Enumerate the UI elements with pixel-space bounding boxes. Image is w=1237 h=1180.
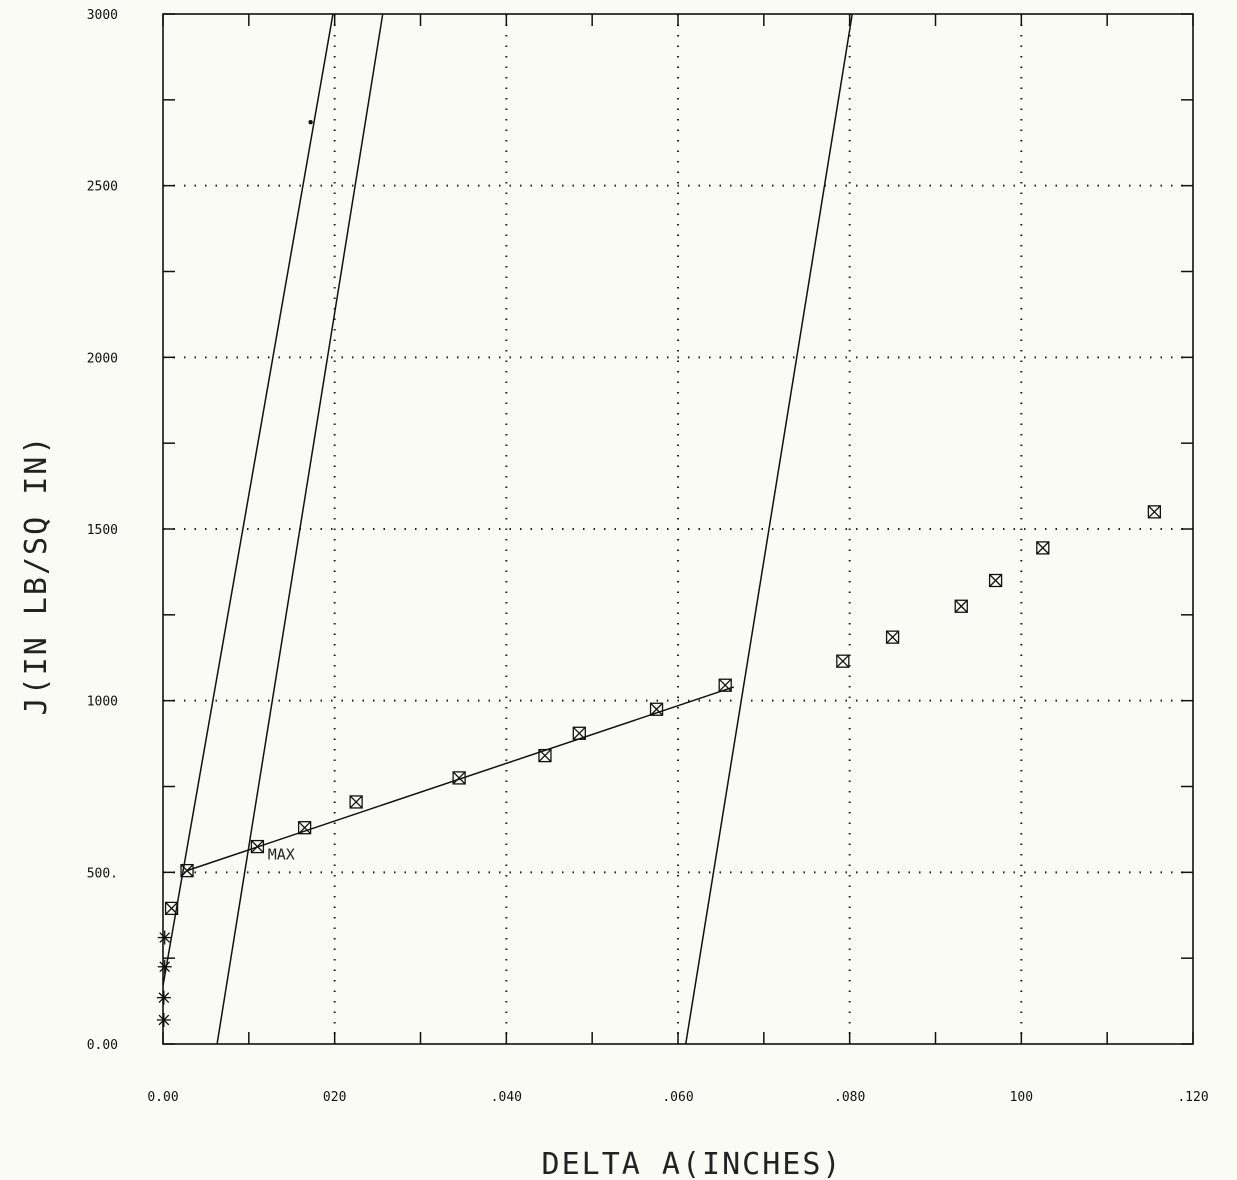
boxed-x-point bbox=[452, 771, 466, 785]
marker-box bbox=[250, 839, 265, 854]
boxed-x-point bbox=[572, 726, 586, 740]
max-annotation: MAX bbox=[268, 845, 295, 863]
marker-cross bbox=[298, 821, 312, 835]
marker-box bbox=[452, 771, 466, 785]
boxed-x-point bbox=[988, 573, 1003, 588]
boxed-x-point bbox=[349, 795, 363, 809]
y-tick-label: 1000 bbox=[87, 695, 118, 710]
marker-cross bbox=[165, 901, 179, 915]
annotation-layer: MAX bbox=[268, 845, 295, 863]
grid-layer bbox=[163, 14, 1193, 1044]
marker-box bbox=[1036, 541, 1050, 555]
x-tick-label: .060 bbox=[662, 1090, 693, 1105]
y-tick-label: 500. bbox=[87, 866, 118, 881]
star-stroke bbox=[158, 1014, 170, 1026]
star-stroke bbox=[159, 932, 171, 943]
marker-cross bbox=[250, 840, 264, 854]
y-tick-label: 1500 bbox=[87, 523, 118, 538]
boxed-x-point bbox=[538, 748, 552, 763]
marker-box bbox=[954, 599, 968, 613]
x-axis-title: DELTA A(INCHES) bbox=[542, 1147, 843, 1180]
marker-cross bbox=[650, 702, 664, 716]
stray-point bbox=[308, 119, 313, 125]
star-point bbox=[156, 990, 171, 1005]
points-layer bbox=[156, 119, 1162, 1027]
marker-cross bbox=[1036, 541, 1050, 555]
y-tick-label: 2500 bbox=[87, 180, 118, 195]
boxed-x-point bbox=[164, 901, 179, 916]
star-point bbox=[156, 1012, 171, 1027]
marker-box bbox=[1147, 505, 1162, 519]
marker-cross bbox=[718, 678, 732, 692]
marker-box bbox=[988, 573, 1003, 588]
marker-cross bbox=[954, 599, 968, 613]
blunting-line bbox=[163, 14, 334, 986]
marker-box bbox=[649, 702, 664, 716]
boxed-x-point bbox=[649, 702, 664, 716]
boxed-x-point bbox=[954, 599, 968, 613]
marker-box bbox=[836, 654, 850, 668]
marker-cross bbox=[538, 749, 552, 763]
boxed-x-point bbox=[180, 863, 194, 878]
ticks-layer bbox=[162, 13, 1194, 1045]
x-tick-label: 020 bbox=[323, 1090, 346, 1105]
marker-box bbox=[538, 748, 552, 763]
marker-cross bbox=[989, 574, 1003, 587]
boxed-x-point bbox=[836, 654, 850, 668]
star-stroke bbox=[159, 961, 171, 973]
star-stroke bbox=[158, 992, 170, 1004]
marker-box bbox=[349, 795, 363, 809]
marker-box bbox=[572, 726, 586, 740]
marker-cross bbox=[349, 795, 363, 809]
y-tick-label: 0.00 bbox=[87, 1038, 118, 1053]
boxed-x-point bbox=[297, 821, 312, 835]
y-tick-label: 2000 bbox=[87, 351, 118, 366]
labels-layer: 0.00 020 .040 .060 .080 100 .120 0.00 500. 1000 15… bbox=[87, 8, 1209, 1105]
marker-box bbox=[164, 901, 179, 916]
marker-box bbox=[885, 630, 900, 644]
x-tick-label: 0.00 bbox=[147, 1090, 178, 1105]
marker-box bbox=[297, 821, 312, 835]
marker-cross bbox=[452, 771, 466, 785]
boxed-x-point bbox=[1147, 505, 1162, 519]
x-tick-label: .040 bbox=[491, 1090, 522, 1105]
marker-cross bbox=[180, 864, 194, 878]
boxed-x-point bbox=[718, 678, 732, 692]
marker-box bbox=[180, 863, 194, 878]
marker-cross bbox=[1147, 505, 1161, 519]
offset-line bbox=[216, 14, 384, 1044]
x-tick-label: .120 bbox=[1177, 1090, 1208, 1105]
x-tick-label: .080 bbox=[834, 1090, 865, 1105]
y-tick-label: 3000 bbox=[87, 8, 118, 23]
offset-line bbox=[684, 14, 853, 1044]
y-axis-title: J(IN LB/SQ IN) bbox=[19, 435, 54, 716]
marker-cross bbox=[886, 630, 900, 644]
boxed-x-point bbox=[250, 839, 265, 854]
marker-cross bbox=[836, 654, 850, 668]
x-tick-label: 100 bbox=[1010, 1090, 1033, 1105]
marker-cross bbox=[572, 726, 586, 740]
boxed-x-point bbox=[1036, 541, 1050, 555]
star-point bbox=[157, 959, 172, 974]
boxed-x-point bbox=[885, 630, 900, 644]
marker-box bbox=[718, 678, 732, 692]
star-point bbox=[157, 930, 172, 945]
